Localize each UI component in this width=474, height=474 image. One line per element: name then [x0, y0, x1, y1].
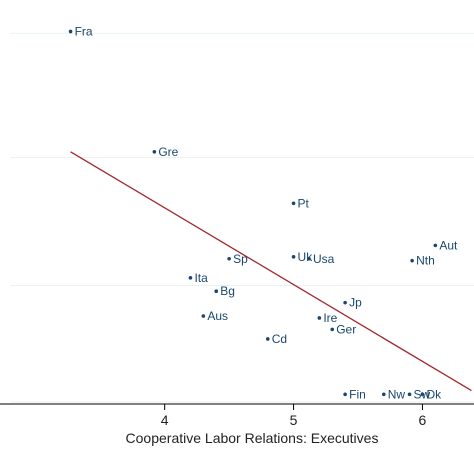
point-aut [433, 243, 438, 248]
point-nw [381, 392, 386, 397]
point-label-gre: Gre [158, 145, 178, 159]
fit-line [70, 151, 472, 392]
x-tick-label-5: 5 [290, 412, 298, 428]
point-label-ire: Ire [323, 311, 337, 325]
x-axis-title: Cooperative Labor Relations: Executives [126, 430, 379, 446]
point-fra [68, 29, 73, 34]
point-label-dk: Dk [426, 387, 442, 401]
point-nth [410, 258, 414, 263]
point-pt [291, 201, 296, 206]
point-bg [214, 289, 219, 294]
point-fin [343, 392, 347, 397]
point-dk [420, 392, 425, 397]
point-label-nth: Nth [416, 254, 435, 268]
point-label-cd: Cd [272, 332, 287, 346]
point-label-aus: Aus [207, 309, 228, 323]
point-ire [317, 316, 322, 320]
point-ger [330, 327, 335, 332]
point-label-usa: Usa [313, 252, 335, 266]
point-label-ita: Ita [194, 271, 208, 285]
point-label-sp: Sp [233, 252, 248, 266]
point-label-pt: Pt [298, 196, 310, 210]
point-label-aut: Aut [439, 238, 458, 252]
point-gre [152, 149, 157, 154]
point-aus [201, 314, 206, 318]
fit-line-layer [70, 151, 472, 392]
x-tick-label-4: 4 [161, 412, 169, 428]
point-ita [188, 276, 193, 280]
point-label-ger: Ger [336, 322, 356, 336]
point-sw [407, 392, 412, 397]
x-tick-label-6: 6 [419, 412, 427, 428]
point-usa [307, 256, 311, 261]
gridlines [10, 32, 474, 403]
point-uk [291, 255, 296, 259]
x-axis: 4 5 6 [0, 403, 474, 428]
point-label-fra: Fra [75, 24, 93, 38]
point-label-nw: Nw [388, 387, 406, 401]
point-jp [343, 300, 347, 305]
point-sp [227, 256, 231, 261]
point-label-jp: Jp [349, 296, 362, 310]
point-label-bg: Bg [220, 284, 235, 298]
point-label-fin: Fin [349, 387, 366, 401]
point-label-uk: Uk [298, 250, 314, 264]
point-cd [265, 337, 270, 341]
